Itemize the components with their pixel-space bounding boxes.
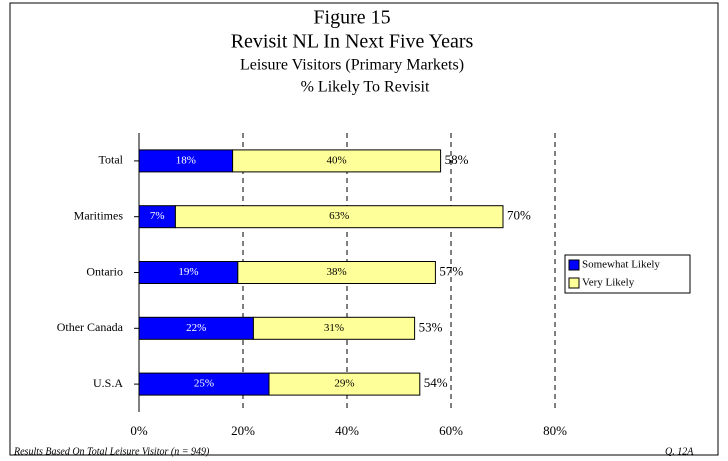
- y-tick-label: Total: [99, 153, 124, 167]
- legend-swatch: [568, 277, 580, 289]
- data-label: 22%: [186, 322, 206, 334]
- legend-label: Somewhat Likely: [582, 259, 660, 271]
- x-tick-label: 80%: [543, 423, 567, 438]
- frame: [9, 2, 719, 456]
- bar-segment: [174, 205, 504, 229]
- total-label: 57%: [439, 263, 463, 278]
- data-label: 38%: [327, 266, 347, 278]
- data-label: 18%: [176, 154, 196, 166]
- x-tick-label: 20%: [231, 423, 255, 438]
- data-label: 31%: [324, 322, 344, 334]
- chart-subtitle: Leisure Visitors (Primary Markets): [240, 57, 464, 74]
- chart-title: Figure 15: [313, 7, 390, 29]
- data-label: 7%: [150, 210, 165, 222]
- bar-segment: [237, 261, 436, 284]
- total-label: 53%: [419, 319, 443, 334]
- total-label: 70%: [507, 208, 531, 223]
- x-tick-label: 40%: [335, 423, 359, 438]
- y-tick-label: Other Canada: [57, 320, 124, 334]
- y-tick-label: Maritimes: [74, 208, 124, 222]
- data-label: 19%: [178, 266, 198, 278]
- total-label: 58%: [445, 152, 469, 167]
- legend-swatch: [568, 259, 580, 271]
- bar-segment: [232, 149, 442, 173]
- data-label: 63%: [329, 210, 349, 222]
- chart-subtitle: Revisit NL In Next Five Years: [231, 31, 474, 53]
- data-label: 29%: [334, 378, 354, 390]
- x-tick-label: 60%: [439, 423, 463, 438]
- bar-segment: [268, 372, 421, 396]
- question-ref: Q. 12A: [665, 446, 694, 457]
- y-tick-label: U.S.A: [93, 376, 123, 390]
- data-label: 40%: [327, 154, 347, 166]
- total-label: 54%: [424, 375, 448, 390]
- footnote: Results Based On Total Leisure Visitor (…: [13, 446, 210, 457]
- legend-label: Very Likely: [582, 277, 635, 289]
- bar-segment: [252, 316, 416, 340]
- x-tick-label: 0%: [130, 423, 148, 438]
- chart-subtitle: % Likely To Revisit: [301, 79, 430, 96]
- data-label: 25%: [194, 378, 214, 390]
- legend-box: [564, 254, 691, 294]
- y-tick-label: Ontario: [86, 264, 123, 278]
